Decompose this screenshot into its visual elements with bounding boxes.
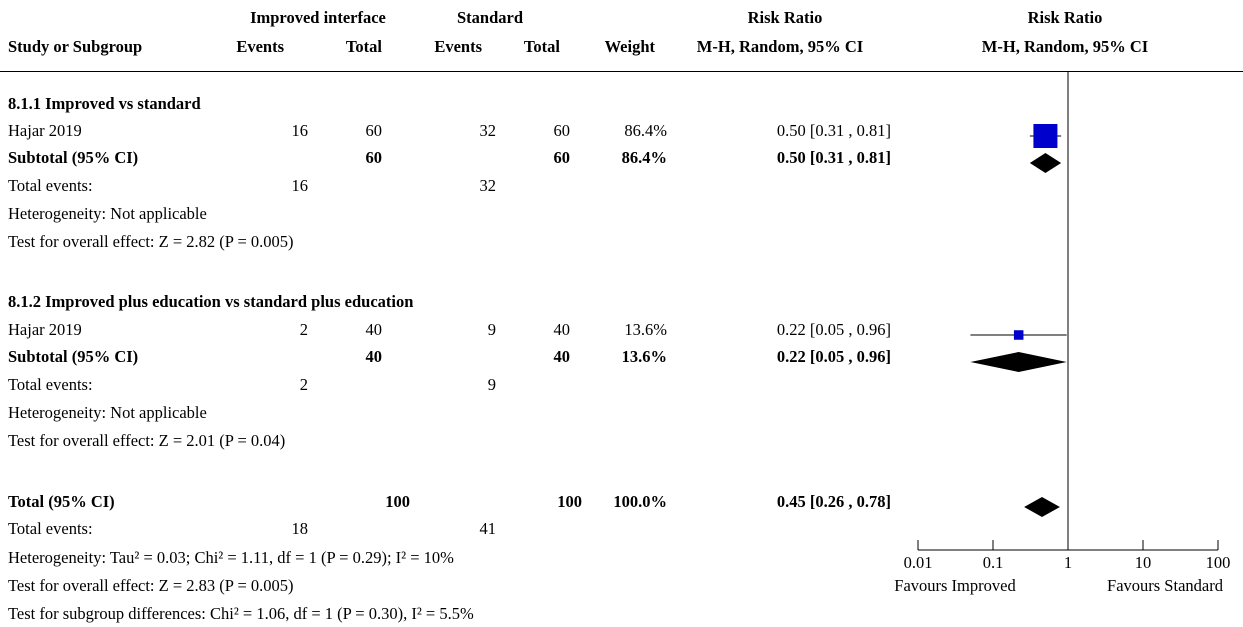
x-axis-tick-label: 1 (1064, 553, 1072, 572)
total-events1: 2 (299, 375, 308, 394)
favours-right-label: Favours Standard (1107, 576, 1223, 595)
group1-header: Improved interface (250, 8, 386, 27)
total1-header: Total (345, 37, 382, 56)
study-effect-marker (1013, 330, 1024, 340)
method-plot-header: M-H, Random, 95% CI (981, 37, 1149, 56)
subtotal-weight: 86.4% (621, 148, 667, 167)
study-weight: 86.4% (624, 121, 667, 140)
subtotal-total2: 60 (553, 148, 571, 167)
events2-header: Events (434, 37, 482, 56)
group2-header: Standard (456, 8, 524, 27)
total-diamond (1024, 497, 1060, 517)
overall-effect-text: Test for overall effect: Z = 2.82 (P = 0… (8, 232, 294, 251)
total-events-label: Total events: (8, 176, 93, 195)
subtotal-label: Subtotal (95% CI) (8, 148, 139, 167)
heterogeneity-text: Heterogeneity: Not applicable (8, 204, 207, 223)
subtotal-rr: 0.50 [0.31 , 0.81] (776, 148, 891, 167)
heterogeneity-text: Heterogeneity: Not applicable (8, 403, 207, 422)
total2-header: Total (523, 37, 560, 56)
study-weight: 13.6% (624, 320, 667, 339)
subtotal-total1: 60 (365, 148, 383, 167)
subgroup-differences-text: Test for subgroup differences: Chi² = 1.… (8, 604, 474, 623)
subtotal-label: Subtotal (95% CI) (8, 347, 139, 366)
study-name: Hajar 2019 (8, 121, 82, 140)
x-axis-tick-label: 100 (1206, 553, 1231, 572)
overall-heterogeneity-text: Heterogeneity: Tau² = 0.03; Chi² = 1.11,… (8, 548, 454, 567)
total-events2: 32 (479, 176, 497, 195)
subgroup-1-title: 8.1.1 Improved vs standard (8, 94, 201, 113)
overall-effect-total-text: Test for overall effect: Z = 2.83 (P = 0… (8, 576, 294, 595)
total-weight: 100.0% (613, 492, 667, 511)
study-events2: 32 (479, 121, 497, 140)
method-column-header: M-H, Random, 95% CI (696, 37, 864, 56)
overall-total-events-label: Total events: (8, 519, 93, 538)
total-events1: 16 (291, 176, 309, 195)
total-rr: 0.45 [0.26 , 0.78] (776, 492, 891, 511)
study-effect-marker (1033, 124, 1058, 148)
x-axis-tick-label: 10 (1135, 553, 1152, 572)
total-events-label: Total events: (8, 375, 93, 394)
subtotal-diamond (970, 352, 1067, 372)
study-rr: 0.22 [0.05 , 0.96] (776, 320, 891, 339)
total-total1: 100 (385, 492, 410, 511)
overall-events2: 41 (479, 519, 497, 538)
study-events1: 16 (291, 121, 309, 140)
weight-header: Weight (604, 37, 655, 56)
overall-events1: 18 (291, 519, 309, 538)
x-axis-tick-label: 0.1 (983, 553, 1004, 572)
rr-column-header: Risk Ratio (747, 8, 823, 27)
subtotal-total2: 40 (553, 347, 571, 366)
total-label: Total (95% CI) (8, 492, 115, 511)
rr-plot-header: Risk Ratio (1027, 8, 1103, 27)
header-divider (0, 71, 1243, 72)
study-rr: 0.50 [0.31 , 0.81] (776, 121, 891, 140)
favours-left-label: Favours Improved (894, 576, 1016, 595)
total-total2: 100 (557, 492, 582, 511)
study-total2: 60 (553, 121, 571, 140)
study-column-header: Study or Subgroup (8, 37, 143, 56)
x-axis-tick-label: 0.01 (904, 553, 933, 572)
study-events1: 2 (299, 320, 308, 339)
subtotal-total1: 40 (365, 347, 383, 366)
total-events2: 9 (487, 375, 496, 394)
study-total1: 40 (365, 320, 383, 339)
subtotal-weight: 13.6% (621, 347, 667, 366)
subtotal-diamond (1029, 153, 1062, 173)
events1-header: Events (236, 37, 284, 56)
study-total2: 40 (553, 320, 571, 339)
subtotal-rr: 0.22 [0.05 , 0.96] (776, 347, 891, 366)
study-total1: 60 (365, 121, 383, 140)
study-events2: 9 (487, 320, 496, 339)
study-name: Hajar 2019 (8, 320, 82, 339)
overall-effect-text: Test for overall effect: Z = 2.01 (P = 0… (8, 431, 286, 450)
subgroup-2-title: 8.1.2 Improved plus education vs standar… (8, 292, 414, 311)
